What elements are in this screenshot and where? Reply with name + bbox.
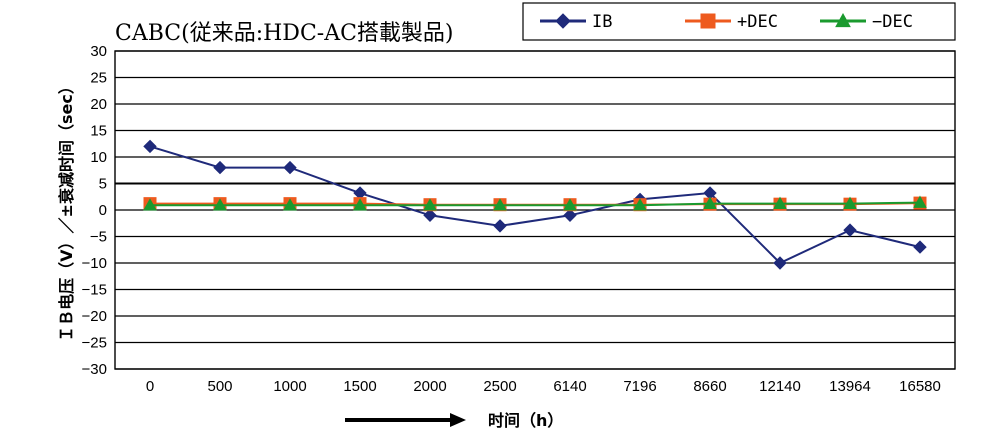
x-tick-label: 1500 [343, 378, 376, 395]
y-tick-label: −15 [82, 282, 107, 299]
x-axis-arrow [345, 413, 466, 427]
data-point [563, 208, 577, 223]
data-point [703, 196, 717, 209]
x-tick-label: 12140 [759, 378, 801, 395]
plot-frame [114, 50, 956, 370]
legend: IB +DEC −DEC [522, 2, 956, 41]
y-tick-label: −20 [82, 308, 107, 325]
data-point [773, 256, 787, 270]
legend-marker [835, 12, 851, 28]
x-tick-label: 13964 [829, 378, 871, 395]
y-axis-label: ＩＢ电压（V）／±衰减时间（sec） [57, 78, 76, 342]
grid-lines [114, 50, 956, 370]
legend-label: IB [592, 12, 612, 32]
x-tick-label: 2000 [413, 378, 446, 395]
data-point [213, 160, 227, 175]
series-line [150, 201, 921, 207]
data-point [843, 196, 857, 209]
data-point [913, 195, 927, 208]
y-tick-label: −10 [82, 255, 107, 272]
data-point [213, 198, 227, 211]
legend-marker [700, 13, 716, 29]
x-tick-label: 6140 [553, 378, 586, 395]
data-point [913, 240, 927, 254]
legend-label: −DEC [872, 12, 913, 32]
x-tick-label: 0 [146, 378, 154, 395]
x-tick-label: 2500 [483, 378, 516, 395]
chart-title: CABC(従来品:HDC-AC搭載製品) [115, 21, 454, 46]
y-tick-label: 10 [90, 149, 107, 166]
data-point [283, 198, 297, 211]
data-point [773, 196, 787, 209]
x-tick-label: 7196 [623, 378, 656, 395]
legend-marker [555, 13, 571, 29]
y-tick-label: 15 [90, 123, 107, 140]
data-point [563, 198, 577, 211]
x-axis-label: 时间（h） [488, 411, 563, 430]
data-point [353, 198, 367, 211]
y-tick-label: 30 [90, 43, 107, 60]
data-point [423, 198, 437, 211]
y-tick-label: −30 [82, 361, 107, 378]
series-line [149, 145, 921, 265]
data-point [143, 139, 157, 154]
x-tick-label: 1000 [273, 378, 306, 395]
data-point [493, 219, 507, 233]
legend-label: +DEC [737, 12, 778, 32]
data-point [283, 160, 297, 175]
x-tick-labels: 0 500 1000 1500 2000 2500 6140 7196 8660 12140 139… [146, 378, 941, 395]
x-tick-label: 16580 [899, 378, 941, 395]
data-point [493, 198, 507, 211]
data-point [843, 223, 857, 237]
y-tick-label: −5 [90, 229, 107, 246]
y-tick-label: −25 [82, 335, 107, 352]
y-tick-label: 25 [90, 70, 107, 87]
y-tick-label: 5 [99, 176, 107, 193]
series-dec [143, 195, 927, 211]
x-tick-label: 500 [207, 378, 232, 395]
legend-box [522, 2, 956, 41]
series-layer [143, 139, 927, 270]
data-point [423, 208, 437, 223]
y-tick-label: 20 [90, 96, 107, 113]
data-point [143, 198, 157, 211]
y-tick-labels: 30 25 20 15 10 5 0 −5 −10 −15 −20 −25 −30 [82, 43, 107, 378]
x-tick-label: 8660 [693, 378, 726, 395]
data-point [633, 198, 647, 211]
y-tick-label: 0 [99, 202, 107, 219]
